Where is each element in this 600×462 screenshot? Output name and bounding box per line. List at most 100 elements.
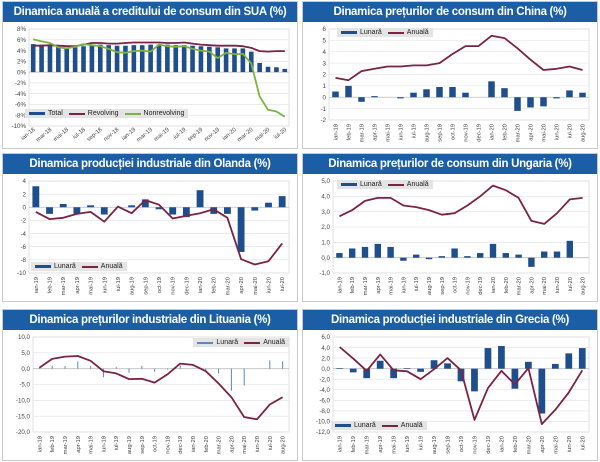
x-tick-label: aug-19 — [432, 436, 438, 454]
y-tick-label: 2 — [23, 191, 27, 198]
bar-lunară — [332, 91, 339, 98]
x-tick-label: sep-19 — [438, 124, 444, 142]
bar-total — [207, 46, 212, 73]
x-tick-label: mar-20 — [217, 436, 223, 454]
legend-item-monthly: Lunară — [197, 339, 238, 346]
bar-lunară — [128, 205, 136, 208]
bar-lunară — [336, 253, 343, 258]
y-tick-label: 4,0 — [321, 194, 330, 201]
legend-swatch — [81, 265, 98, 268]
bar-lunară — [464, 256, 471, 258]
bar-lunară — [141, 199, 149, 208]
bar-lunară — [265, 202, 272, 208]
bar-lunară — [417, 368, 424, 372]
bar-lunară — [90, 366, 92, 369]
y-tick-label: -4 — [20, 231, 26, 238]
y-tick-label: -5,0 — [19, 382, 30, 389]
bar-lunară — [438, 256, 445, 258]
bar-lunară — [282, 361, 284, 369]
x-tick-label: ian-19 — [337, 277, 343, 293]
bar-lunară — [444, 363, 451, 369]
y-tick-label: -6% — [15, 102, 27, 109]
line-anuală — [335, 34, 583, 82]
x-tick-label: iul-19 — [114, 436, 120, 450]
x-tick-label: ian-19 — [338, 436, 344, 452]
chart-panel-hungary-cpi: Dinamica prețurilor de consum din Ungari… — [302, 153, 598, 302]
legend-item-revolving: Revolving — [68, 110, 119, 117]
y-tick-label: -12,0 — [316, 429, 331, 436]
y-tick-label: -6,0 — [319, 398, 330, 405]
x-tick-label: feb-19 — [347, 124, 353, 140]
x-tick-label: mar-20 — [516, 124, 522, 142]
chart-title: Dinamica producției industriale din Olan… — [3, 154, 297, 174]
bar-lunară — [166, 368, 168, 370]
bar-lunară — [397, 97, 404, 99]
x-tick-label: apr-20 — [239, 277, 245, 294]
bar-lunară — [515, 254, 522, 258]
x-tick-label: mar-20 — [526, 436, 532, 454]
legend-label: Lunară — [54, 263, 76, 270]
y-tick-label: -1 — [320, 106, 326, 113]
chart-svg: 10,0 5,0 0,0 -5,0 -10,0 -15,0 -20,0 ian-19 feb-1… — [16, 334, 290, 454]
y-tick-label: 3 — [323, 60, 327, 67]
x-tick-label: sep-19 — [440, 277, 446, 295]
x-tick-label: dec-19 — [486, 436, 492, 454]
chart-legend: Lunară Anuală — [337, 28, 433, 37]
bar-total — [139, 45, 145, 73]
x-tick-label: mar-20 — [225, 277, 231, 295]
y-tick-label: 2 — [323, 72, 327, 79]
y-tick-label: 5,0 — [321, 178, 330, 185]
bar-total — [274, 67, 279, 73]
bar-lunară — [128, 368, 130, 373]
y-tick-label: 6 — [323, 26, 327, 33]
legend-label: Anuală — [400, 422, 423, 429]
y-tick-label: -10 — [17, 270, 27, 277]
x-tick-label: mar-19 — [363, 277, 369, 295]
bar-total — [114, 45, 120, 73]
y-tick-label: 4,0 — [321, 345, 330, 352]
x-tick-label: iun-19 — [399, 124, 405, 140]
bar-lunară — [423, 89, 430, 98]
bar-total — [165, 44, 170, 73]
bar-lunară — [451, 248, 458, 258]
x-tick-label: mai-20 — [542, 277, 548, 295]
bar-lunară — [237, 207, 245, 252]
chart-title: Dinamica producției industriale din Grec… — [303, 310, 597, 330]
x-tick-label: ian-20 — [191, 436, 197, 452]
bar-total — [72, 47, 78, 73]
y-tick-label: 0,0 — [321, 255, 330, 262]
line-anuală — [339, 184, 583, 225]
bar-lunară — [566, 90, 573, 98]
x-tick-label: iul-19 — [419, 436, 425, 450]
bar-total — [265, 66, 271, 73]
y-tick-label: -6 — [20, 244, 26, 251]
x-tick-label: dec-19 — [478, 277, 484, 295]
x-tick-label: dec-19 — [184, 277, 190, 295]
x-tick-label: iun-20 — [255, 436, 261, 452]
y-tick-label: -8,0 — [319, 408, 330, 415]
y-tick-label: -10,0 — [16, 398, 31, 405]
x-tick-label: iul-20 — [273, 127, 288, 141]
bar-lunară — [87, 205, 94, 208]
x-tick-label: feb-20 — [504, 277, 510, 293]
legend-label: Nonrevolving — [143, 110, 185, 117]
bar-lunară — [462, 92, 469, 98]
bar-lunară — [541, 251, 548, 258]
y-tick-label: 6% — [17, 37, 26, 44]
y-tick-label: -4,0 — [319, 387, 330, 394]
y-tick-label: 1 — [323, 83, 327, 90]
x-tick-label: sep-19 — [140, 436, 146, 454]
x-tick-label: ian-19 — [37, 436, 43, 452]
y-tick-label: -1,0 — [319, 270, 330, 277]
y-tick-label: 4 — [23, 178, 27, 185]
x-tick-label: mai-20 — [242, 436, 248, 454]
x-tick-label: mar-19 — [63, 436, 69, 454]
x-tick-label: iul-19 — [414, 277, 420, 291]
x-tick-label: nov-19 — [464, 124, 470, 142]
x-tick-label: mai-19 — [386, 124, 392, 142]
bar-total — [123, 45, 128, 73]
x-tick-label: apr-19 — [378, 436, 384, 453]
y-tick-label: 0 — [323, 94, 327, 101]
x-tick-label: apr-20 — [540, 436, 546, 453]
